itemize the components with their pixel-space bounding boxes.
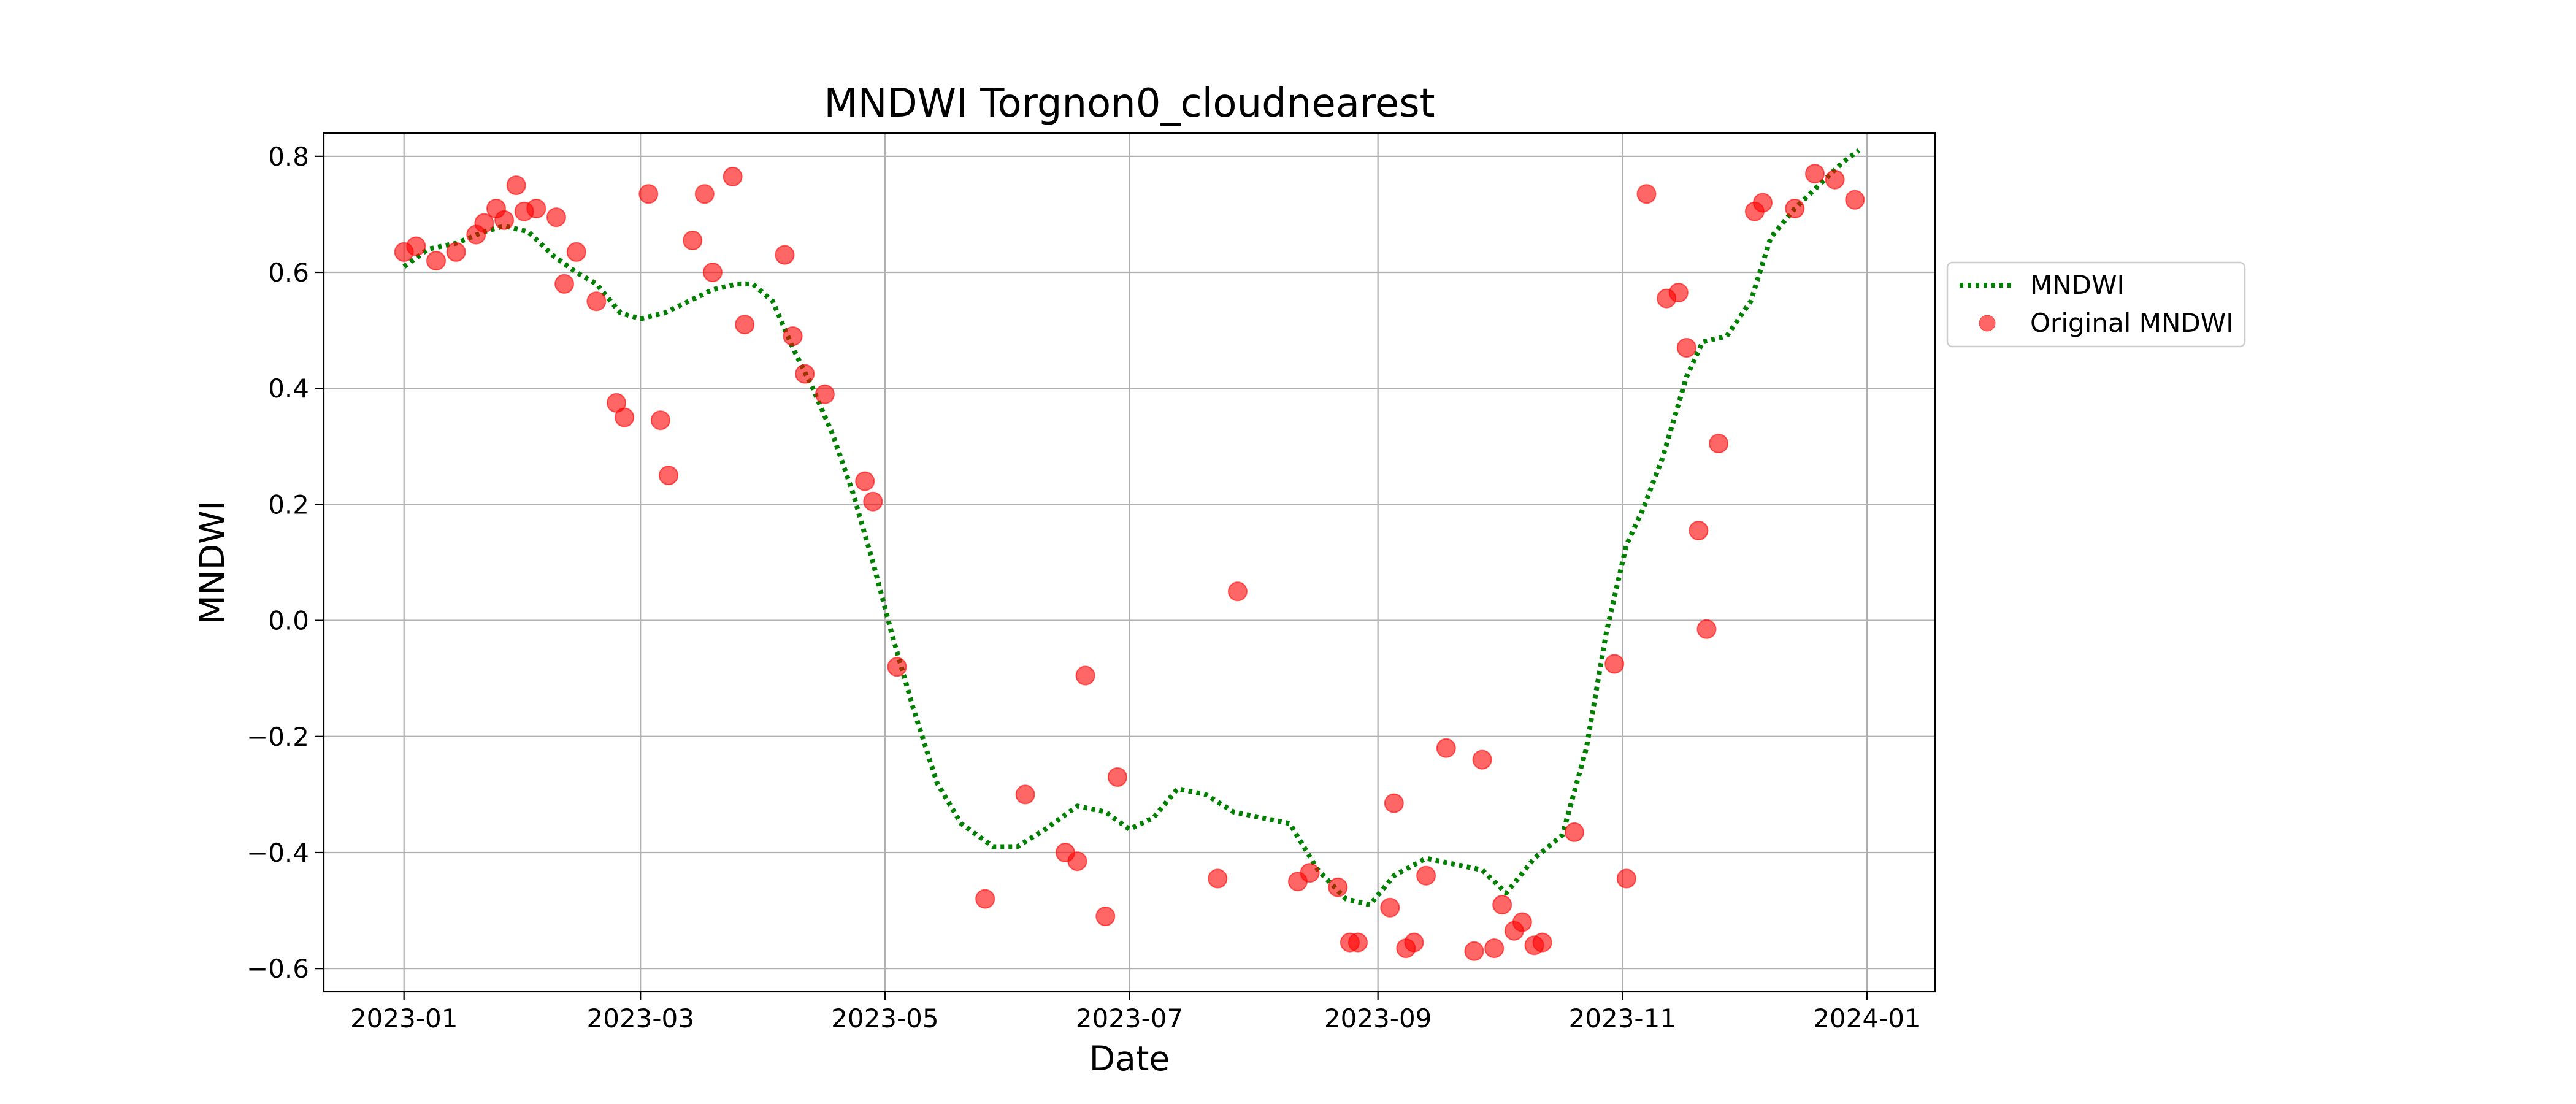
original-mndwi-point [554,274,575,294]
x-tick-label: 2023-11 [1569,1003,1677,1033]
original-mndwi-point [1436,738,1456,758]
x-tick-label: 2023-05 [831,1003,939,1033]
original-mndwi-point [1825,169,1845,190]
original-mndwi-point [1709,434,1729,454]
original-mndwi-point [615,407,635,427]
original-mndwi-point [1107,767,1127,787]
y-tick-label: 0.4 [268,374,309,404]
original-mndwi-point [1348,932,1368,953]
original-mndwi-point [1845,190,1865,210]
original-mndwi-point [1416,865,1436,886]
original-mndwi-point [1532,932,1552,953]
legend-swatch-original-mndwi [1979,315,1996,332]
original-mndwi-point [506,175,526,196]
original-mndwi-point [1616,868,1636,889]
grid-lines [324,133,1935,992]
original-mndwi-point [659,466,678,486]
original-mndwi-point [1208,868,1228,889]
original-mndwi-point [566,242,586,262]
y-tick-label: 0.2 [268,489,309,519]
original-mndwi-point [446,242,466,262]
original-mndwi-point [1512,912,1532,932]
original-mndwi-point [1380,897,1400,918]
original-mndwi-point [426,251,446,271]
y-tick-label: −0.4 [247,838,309,868]
original-mndwi-point [1015,784,1035,805]
original-mndwi-point [1404,932,1424,953]
original-mndwi-point [586,291,607,312]
original-mndwi-point [694,184,715,204]
original-mndwi-point [546,207,566,228]
original-mndwi-point [638,184,659,204]
legend-label-mndwi: MNDWI [2030,270,2125,300]
legend-box [1946,261,2246,348]
original-mndwi-point [494,210,515,230]
original-mndwi-point [474,213,494,233]
original-mndwi-point [1492,895,1512,915]
original-mndwi-point [735,315,755,335]
x-tick-label: 2023-07 [1076,1003,1184,1033]
y-axis-label: MNDWI [193,500,232,624]
original-mndwi-point [1227,581,1248,602]
original-mndwi-point [775,245,795,265]
original-mndwi-point [526,199,546,218]
original-mndwi-point [815,384,835,404]
legend-label-original-mndwi: Original MNDWI [2030,308,2234,338]
original-mndwi-point [887,657,907,677]
original-mndwi-point [650,410,670,431]
series-layer [394,148,1865,961]
original-mndwi-point [702,263,723,282]
original-mndwi-point [723,166,743,186]
original-mndwi-point [1785,199,1805,218]
y-tick-label: 0.0 [268,606,309,636]
original-mndwi-point [1484,938,1505,959]
original-mndwi-point [1075,665,1095,686]
original-mndwi-point [683,231,703,250]
original-mndwi-point [1300,863,1320,883]
original-mndwi-point [406,236,426,256]
original-mndwi-point [1753,193,1773,213]
original-mndwi-point [1696,619,1717,639]
y-tick-label: 0.8 [268,142,309,172]
original-mndwi-point [1472,749,1492,770]
original-mndwi-point [1564,822,1584,842]
y-tick-label: −0.2 [247,722,309,752]
original-mndwi-point [1676,338,1696,358]
y-tick-label: −0.6 [247,954,309,984]
original-mndwi-point [863,491,883,512]
original-mndwi-point [1384,793,1404,813]
original-mndwi-point [783,326,803,347]
original-mndwi-point [1095,907,1116,926]
original-mndwi-point [1067,851,1087,872]
original-mndwi-point [1604,654,1625,674]
original-mndwi-point [1464,941,1484,961]
original-mndwi-point [855,471,875,491]
y-tick-label: 0.6 [268,258,309,288]
axis-ticks: 2023-01 2023-03 2023-05 2023-07 2023-09 2023-… [247,142,1921,1033]
original-mndwi-point [1689,521,1709,540]
x-tick-label: 2023-01 [350,1003,458,1033]
x-tick-label: 2023-03 [587,1003,695,1033]
original-mndwi-point [1805,164,1825,184]
original-mndwi-point [975,889,995,909]
x-tick-label: 2024-01 [1813,1003,1921,1033]
original-mndwi-point [1668,283,1689,303]
legend: MNDWI Original MNDWI [1946,261,2246,348]
original-mndwi-point [795,364,815,384]
chart-title: MNDWI Torgnon0_cloudnearest [824,81,1435,126]
original-mndwi-point [1328,877,1348,897]
x-tick-label: 2023-09 [1324,1003,1432,1033]
x-axis-label: Date [1089,1039,1170,1078]
original-mndwi-point [1636,184,1657,204]
